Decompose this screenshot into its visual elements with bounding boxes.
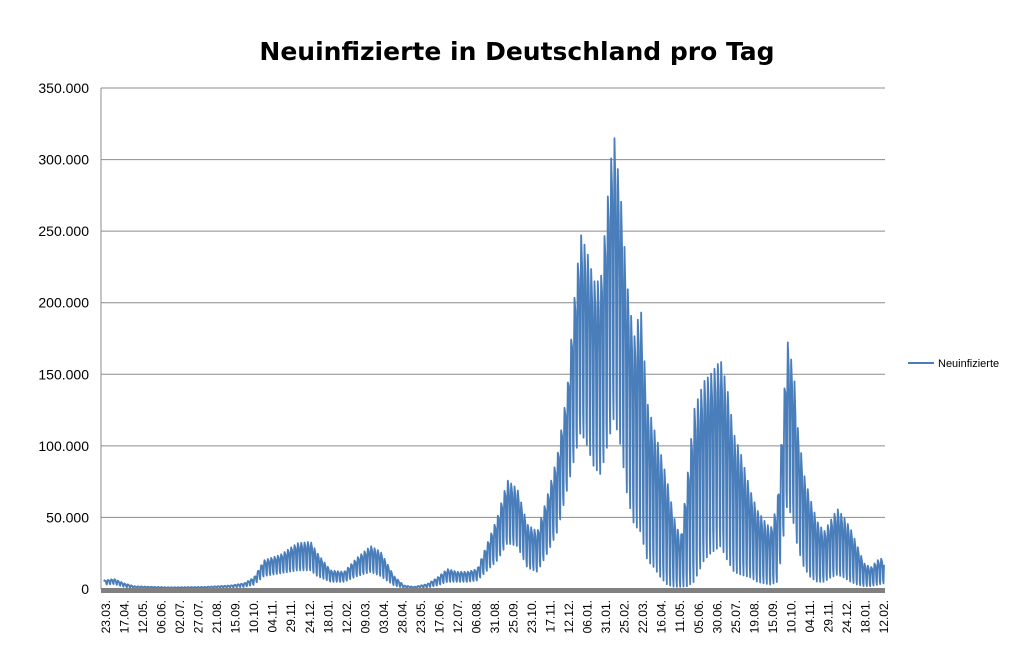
y-axis-tick-labels: 0 50.000 100.000 150.000 200.000 250.000 300.0… bbox=[38, 80, 89, 597]
x-tick-label: 27.07. bbox=[192, 600, 206, 633]
x-tick-label: 10.10. bbox=[247, 600, 261, 633]
x-tick-label: 31.01. bbox=[599, 600, 613, 633]
x-tick-label: 25.07. bbox=[729, 600, 743, 633]
y-tick-label: 200.000 bbox=[38, 295, 89, 311]
x-tick-label: 22.03. bbox=[636, 600, 650, 633]
x-tick-label: 11.05. bbox=[673, 600, 687, 632]
x-tick-label: 31.08. bbox=[488, 600, 502, 633]
x-tick-label: 02.07. bbox=[173, 600, 187, 633]
y-tick-label: 250.000 bbox=[38, 223, 89, 239]
x-tick-label: 06.08. bbox=[470, 600, 484, 633]
y-tick-label: 300.000 bbox=[38, 152, 89, 168]
legend: Neuinfizierte bbox=[908, 358, 999, 370]
x-tick-label: 09.03. bbox=[358, 600, 372, 633]
x-tick-label: 17.11. bbox=[544, 600, 558, 632]
y-tick-label: 100.000 bbox=[38, 438, 89, 454]
x-tick-label: 29.11. bbox=[821, 600, 835, 632]
x-tick-label: 15.09. bbox=[766, 600, 780, 633]
x-tick-label: 06.01. bbox=[581, 600, 595, 633]
x-tick-label: 28.04. bbox=[395, 600, 409, 633]
x-tick-label: 24.12. bbox=[303, 600, 317, 633]
x-tick-label: 12.12. bbox=[562, 600, 576, 633]
x-tick-label: 10.10. bbox=[784, 600, 798, 633]
y-tick-label: 350.000 bbox=[38, 80, 89, 96]
x-tick-label: 24.12. bbox=[840, 600, 854, 633]
x-tick-label: 12.07. bbox=[451, 600, 465, 633]
grid-lines bbox=[101, 87, 885, 518]
chart-title: Neuinfizierte in Deutschland pro Tag bbox=[259, 37, 774, 66]
x-tick-label: 21.08. bbox=[210, 600, 224, 633]
x-tick-label: 18.01. bbox=[859, 600, 873, 633]
x-tick-label: 25.02. bbox=[618, 600, 632, 633]
y-tick-label: 50.000 bbox=[46, 509, 89, 525]
x-tick-label: 15.09. bbox=[229, 600, 243, 633]
y-tick-label: 150.000 bbox=[38, 366, 89, 382]
series-line-neuinfizierte bbox=[103, 137, 885, 590]
x-tick-label: 12.02. bbox=[340, 600, 354, 633]
x-tick-label: 04.11. bbox=[803, 600, 817, 632]
x-tick-label: 03.04. bbox=[377, 600, 391, 633]
x-tick-label: 23.03. bbox=[99, 600, 113, 633]
x-tick-label: 17.06. bbox=[432, 600, 446, 633]
x-axis-bar bbox=[101, 588, 885, 593]
x-tick-label: 04.11. bbox=[266, 600, 280, 632]
x-tick-label: 29.11. bbox=[284, 600, 298, 632]
x-tick-label: 18.01. bbox=[321, 600, 335, 633]
x-tick-label: 17.04. bbox=[118, 600, 132, 633]
x-tick-label: 25.09. bbox=[507, 600, 521, 633]
x-tick-label: 05.06. bbox=[692, 600, 706, 633]
x-tick-label: 30.06. bbox=[710, 600, 724, 633]
data-series bbox=[103, 137, 885, 590]
x-axis-tick-labels: 23.03. 17.04. 12.05. 06.06. 02.07. 27.07. 21.0… bbox=[99, 600, 891, 633]
x-tick-label: 19.08. bbox=[747, 600, 761, 633]
x-tick-label: 23.10. bbox=[525, 600, 539, 633]
legend-label: Neuinfizierte bbox=[938, 358, 999, 370]
x-tick-label: 06.06. bbox=[155, 600, 169, 633]
x-tick-label: 23.05. bbox=[414, 600, 428, 633]
y-tick-label: 0 bbox=[81, 581, 89, 597]
x-tick-label: 12.05. bbox=[136, 600, 150, 633]
x-tick-label: 12.02. bbox=[877, 600, 891, 633]
x-tick-label: 16.04. bbox=[655, 600, 669, 633]
